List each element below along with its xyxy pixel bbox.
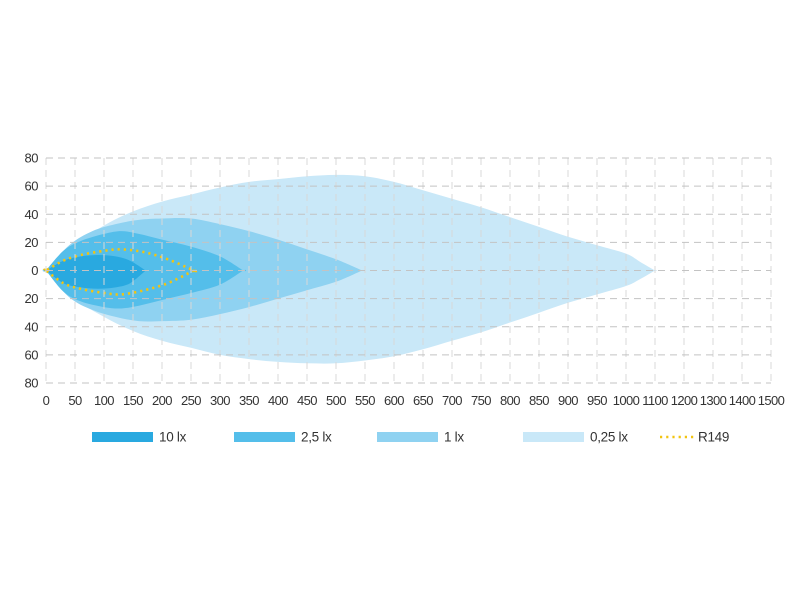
x-tick-label: 400 bbox=[268, 393, 288, 408]
legend-label: R149 bbox=[698, 430, 729, 445]
isolux-region-10lx bbox=[43, 255, 148, 289]
x-tick-label: 1300 bbox=[700, 393, 727, 408]
x-tick-label: 650 bbox=[413, 393, 433, 408]
legend-swatch-025lx bbox=[523, 432, 584, 442]
legend-label: 10 lx bbox=[159, 430, 187, 445]
x-tick-label: 250 bbox=[181, 393, 201, 408]
legend-swatch-10lx bbox=[92, 432, 153, 442]
y-tick-label: 20 bbox=[25, 235, 39, 250]
y-tick-label: 60 bbox=[25, 179, 39, 194]
y-tick-label: 40 bbox=[25, 207, 39, 222]
x-tick-label: 850 bbox=[529, 393, 549, 408]
x-tick-label: 700 bbox=[442, 393, 462, 408]
x-tick-label: 500 bbox=[326, 393, 346, 408]
y-tick-label: 80 bbox=[25, 376, 39, 391]
x-tick-label: 300 bbox=[210, 393, 230, 408]
x-tick-label: 900 bbox=[558, 393, 578, 408]
y-tick-label: 0 bbox=[31, 263, 38, 278]
x-tick-label: 950 bbox=[587, 393, 607, 408]
x-tick-label: 550 bbox=[355, 393, 375, 408]
x-tick-label: 350 bbox=[239, 393, 259, 408]
legend-label: 2,5 lx bbox=[301, 430, 332, 445]
x-tick-label: 600 bbox=[384, 393, 404, 408]
x-tick-label: 150 bbox=[123, 393, 143, 408]
y-tick-label: 60 bbox=[25, 347, 39, 362]
y-tick-label: 80 bbox=[25, 151, 39, 166]
x-tick-label: 800 bbox=[500, 393, 520, 408]
x-tick-label: 1100 bbox=[642, 393, 668, 408]
x-tick-label: 450 bbox=[297, 393, 317, 408]
x-tick-label: 1500 bbox=[758, 393, 785, 408]
y-tick-label: 20 bbox=[25, 291, 39, 306]
x-tick-label: 1400 bbox=[729, 393, 756, 408]
x-tick-label: 1200 bbox=[671, 393, 698, 408]
legend-label: 1 lx bbox=[444, 430, 464, 445]
legend-swatch-1lx bbox=[377, 432, 438, 442]
isolux-region-25lx bbox=[43, 231, 247, 309]
y-tick-label: 40 bbox=[25, 319, 39, 334]
x-tick-label: 200 bbox=[152, 393, 172, 408]
x-tick-label: 1000 bbox=[613, 393, 640, 408]
x-tick-label: 750 bbox=[471, 393, 491, 408]
legend-label: 0,25 lx bbox=[590, 430, 628, 445]
x-tick-label: 50 bbox=[68, 393, 82, 408]
x-tick-label: 0 bbox=[43, 393, 50, 408]
x-tick-label: 100 bbox=[94, 393, 114, 408]
legend-swatch-25lx bbox=[234, 432, 295, 442]
